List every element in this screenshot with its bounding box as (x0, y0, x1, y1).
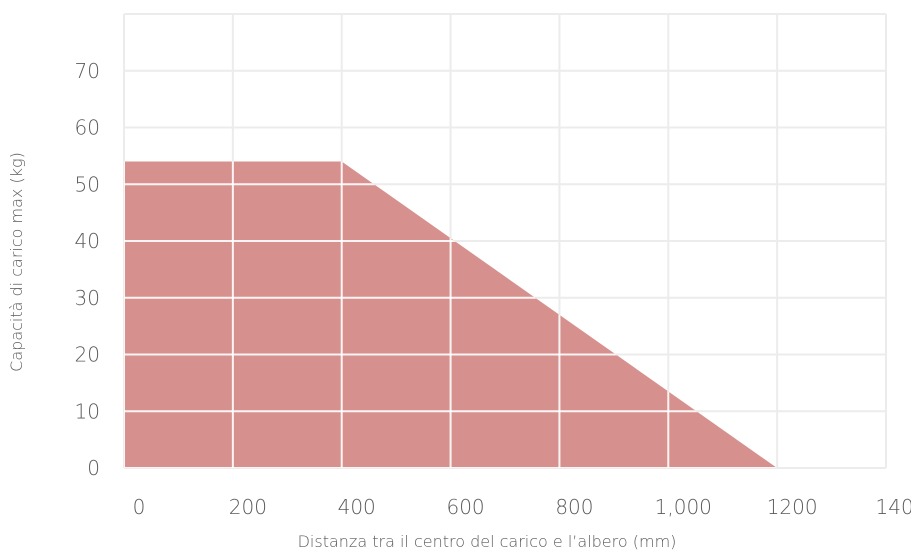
x-axis-ticks: 0 200 400 600 800 1,000 1200 1400 (133, 495, 911, 519)
y-tick-label: 30 (75, 286, 100, 310)
y-axis-ticks: 0 10 20 30 40 50 60 70 (75, 59, 100, 480)
y-tick-label: 60 (75, 116, 100, 140)
x-tick-label: 200 (229, 495, 267, 519)
x-tick-label: 1400 (876, 495, 911, 519)
x-tick-label: 0 (133, 495, 146, 519)
y-axis-label: Capacità di carico max (kg) (7, 152, 26, 372)
y-tick-label: 40 (75, 229, 100, 253)
x-tick-label: 800 (555, 495, 593, 519)
x-tick-label: 1,000 (655, 495, 712, 519)
y-tick-label: 10 (75, 399, 100, 423)
x-tick-label: 400 (338, 495, 376, 519)
y-tick-label: 50 (75, 172, 100, 196)
y-tick-label: 70 (75, 59, 100, 83)
x-tick-label: 1200 (767, 495, 818, 519)
x-axis-label: Distanza tra il centro del carico e l’al… (298, 532, 677, 551)
y-tick-label: 0 (87, 456, 100, 480)
x-tick-label: 600 (446, 495, 484, 519)
y-tick-label: 20 (75, 343, 100, 367)
